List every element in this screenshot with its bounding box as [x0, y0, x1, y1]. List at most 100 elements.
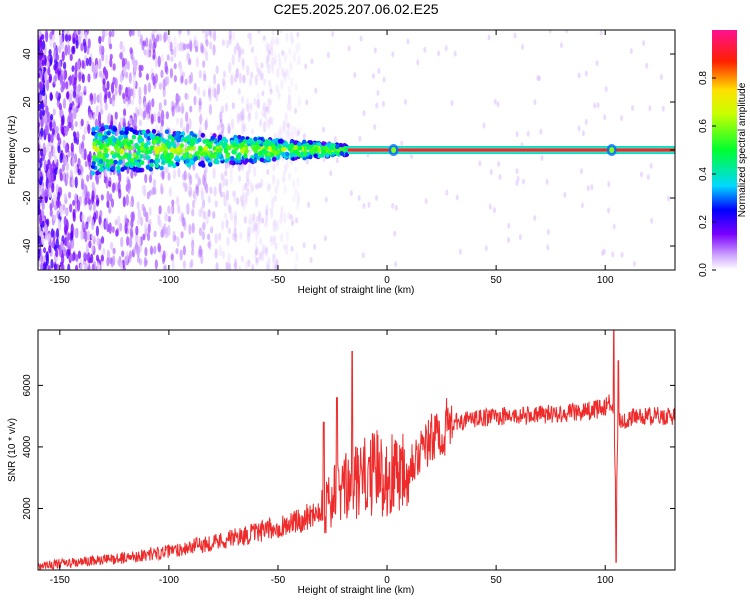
signal-blob [126, 142, 132, 148]
noise-blob [57, 92, 61, 100]
noise-blob [57, 191, 61, 201]
noise-blob [240, 112, 244, 121]
signal-blob [230, 155, 235, 161]
noise-blob [55, 249, 59, 258]
noise-blob [246, 232, 251, 243]
noise-blob [109, 241, 114, 251]
noise-blob [229, 167, 233, 175]
noise-blob [260, 72, 264, 81]
noise-blob [179, 249, 183, 261]
noise-blob [646, 174, 650, 181]
noise-blob [175, 117, 180, 126]
top-y-tick-label: 0 [22, 147, 33, 153]
signal-blob [96, 153, 102, 159]
signal-blob [187, 135, 192, 141]
noise-blob [200, 42, 204, 53]
noise-blob [228, 204, 232, 214]
noise-blob [49, 121, 53, 132]
signal-blob [143, 143, 148, 149]
noise-blob [279, 125, 283, 135]
signal-blob [159, 155, 165, 161]
noise-blob [282, 243, 287, 251]
noise-blob [85, 57, 89, 67]
noise-blob [58, 60, 62, 71]
signal-blob [302, 151, 308, 156]
noise-blob [278, 58, 282, 70]
signal-blob [98, 135, 103, 141]
noise-blob [102, 78, 106, 85]
noise-blob [253, 98, 257, 106]
noise-blob [114, 77, 118, 89]
top-x-tick-label: 100 [597, 275, 614, 286]
bottom-y-tick-label: 2000 [22, 497, 33, 520]
noise-blob [371, 73, 375, 80]
signal-blob [104, 153, 110, 159]
noise-blob [65, 171, 69, 181]
noise-blob [248, 110, 252, 120]
noise-blob [98, 44, 103, 56]
signal-blob [161, 138, 167, 144]
signal-blob [139, 153, 144, 159]
noise-blob [69, 169, 73, 178]
signal-blob [215, 148, 221, 153]
noise-blob [294, 187, 298, 197]
noise-blob [326, 51, 330, 58]
noise-blob [349, 190, 353, 197]
noise-blob [493, 207, 497, 214]
noise-blob [153, 30, 157, 35]
noise-blob [268, 49, 272, 56]
noise-blob [159, 124, 163, 134]
noise-blob [268, 183, 272, 191]
signal-blob [330, 145, 335, 151]
noise-blob [251, 224, 256, 234]
noise-blob [125, 194, 129, 206]
noise-blob [46, 144, 50, 153]
noise-blob [274, 257, 278, 265]
noise-blob [44, 123, 48, 135]
signal-blob [339, 151, 344, 156]
noise-blob [269, 207, 273, 215]
noise-blob [128, 72, 132, 84]
signal-blob [127, 153, 132, 158]
bottom-x-ticks: -150 -100 -50 0 50 100 [50, 330, 614, 586]
signal-blob [116, 141, 121, 147]
signal-blob [91, 154, 97, 160]
noise-blob [232, 31, 236, 42]
noise-blob [144, 173, 148, 184]
noise-blob [40, 117, 44, 128]
noise-blob [266, 264, 270, 270]
noise-blob [84, 223, 88, 231]
noise-blob [138, 119, 143, 127]
noise-blob [281, 49, 285, 56]
noise-blob [277, 52, 281, 62]
noise-blob [141, 184, 145, 195]
noise-blob [238, 265, 242, 270]
noise-blob [373, 124, 377, 131]
noise-blob [95, 194, 99, 201]
noise-blob [580, 202, 584, 209]
noise-blob [565, 30, 569, 34]
signal-blob [231, 149, 236, 155]
noise-blob [373, 47, 377, 54]
noise-blob [207, 233, 211, 241]
noise-blob [195, 185, 200, 197]
noise-blob [648, 105, 652, 112]
signal-blob [176, 137, 181, 143]
noise-blob [264, 246, 268, 258]
noise-blob [197, 86, 201, 96]
noise-blob [271, 253, 276, 265]
signal-blob [145, 129, 151, 134]
noise-blob [71, 177, 75, 187]
noise-blob [227, 125, 231, 134]
noise-blob [358, 135, 362, 142]
noise-blob [54, 166, 58, 175]
noise-blob [122, 92, 126, 100]
noise-blob [124, 222, 128, 235]
noise-blob [45, 104, 49, 116]
noise-blob [39, 230, 44, 238]
noise-blob [121, 250, 125, 258]
noise-blob [235, 68, 239, 79]
noise-blob [296, 199, 300, 211]
noise-blob [248, 213, 252, 225]
noise-blob [267, 97, 271, 104]
